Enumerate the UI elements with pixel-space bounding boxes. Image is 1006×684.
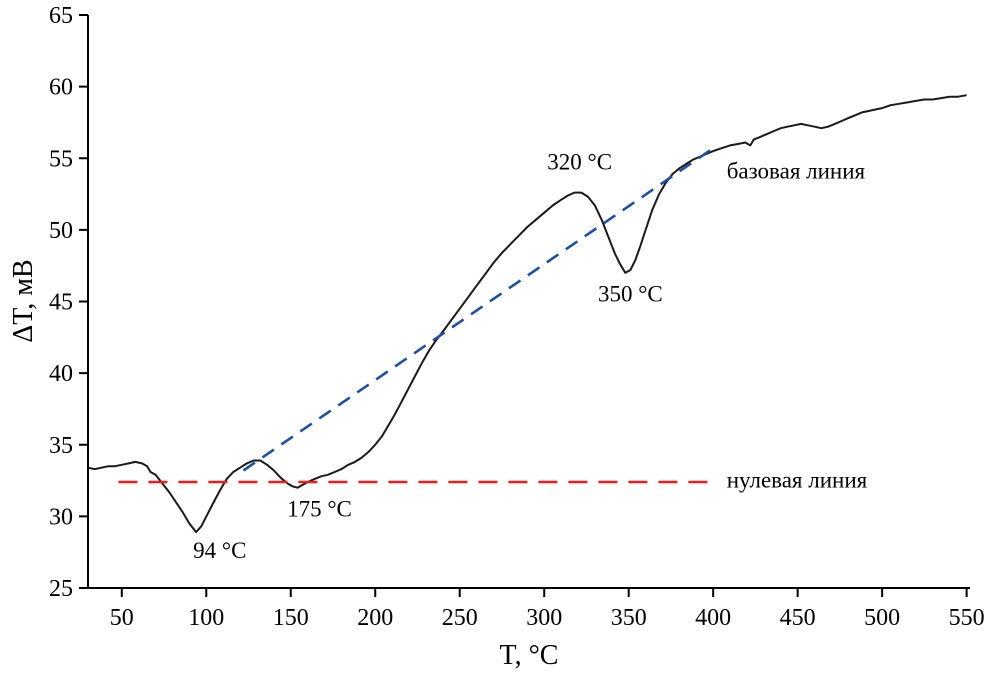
baseline	[242, 147, 714, 472]
x-tick-label: 450	[780, 605, 816, 631]
annotation-4: 175 °C	[287, 496, 352, 521]
y-tick-label: 50	[49, 218, 73, 244]
y-tick-label: 35	[49, 433, 73, 459]
y-tick-label: 65	[49, 3, 73, 29]
x-tick-label: 150	[273, 605, 309, 631]
x-tick-label: 250	[442, 605, 478, 631]
y-tick-label: 60	[49, 75, 73, 101]
y-tick-label: 55	[49, 146, 73, 172]
annotation-2: 350 °C	[598, 282, 663, 307]
x-tick-label: 50	[110, 605, 134, 631]
annotation-1: 320 °C	[547, 150, 612, 175]
x-tick-label: 100	[188, 605, 224, 631]
y-tick-label: 45	[49, 290, 73, 316]
dta-curve	[87, 94, 967, 534]
x-tick-label: 500	[864, 605, 900, 631]
x-tick-label: 400	[695, 605, 731, 631]
x-tick-label: 350	[611, 605, 647, 631]
annotation-5: базовая линия	[727, 158, 866, 183]
y-axis-label: ΔT, мВ	[8, 259, 39, 342]
x-tick-label: 550	[949, 605, 985, 631]
y-tick-label: 25	[49, 576, 73, 602]
y-tick-label: 30	[49, 504, 73, 530]
chart-layer: 50 100 150 200 250 300 350 400 450 500 550 25 30 35 40…	[49, 3, 985, 631]
annotation-3: 94 °C	[193, 538, 246, 563]
x-axis-label: T, °C	[500, 640, 559, 671]
y-tick-label: 40	[49, 361, 73, 387]
annotation-6: нулевая линия	[727, 468, 868, 493]
x-tick-label: 200	[357, 605, 393, 631]
x-tick-label: 300	[526, 605, 562, 631]
